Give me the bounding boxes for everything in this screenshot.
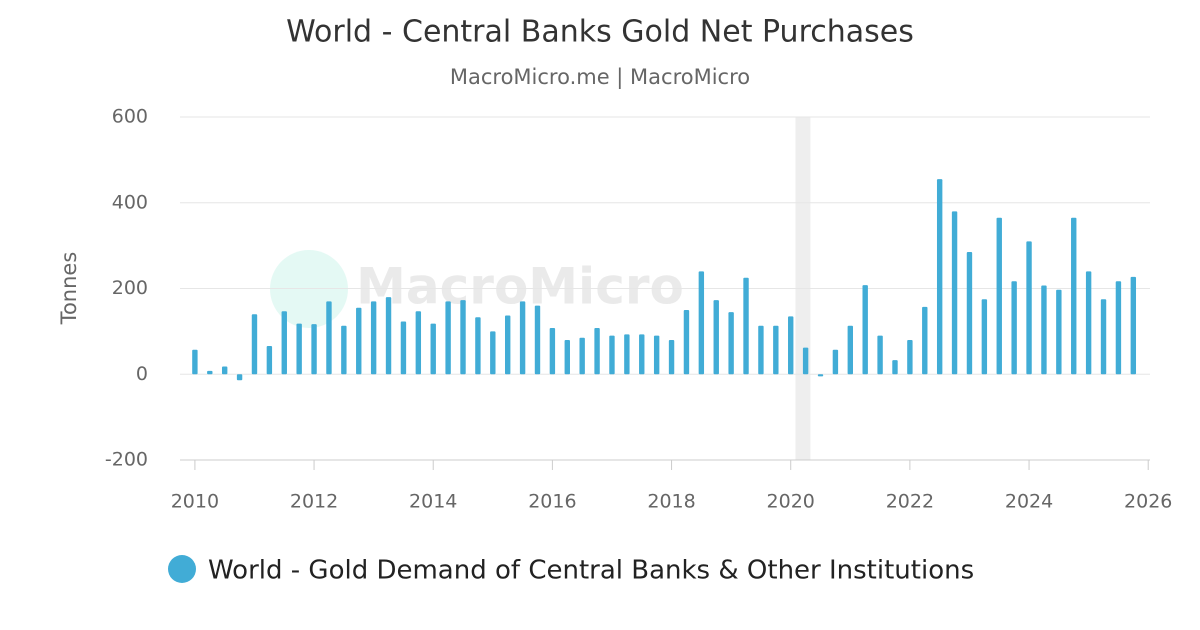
bar	[743, 277, 749, 375]
bar	[609, 335, 615, 375]
y-tick-label: 0	[136, 363, 148, 385]
bar	[728, 312, 734, 375]
bar	[922, 306, 928, 375]
bar	[817, 374, 824, 377]
x-tick-label: 2024	[1005, 491, 1053, 513]
y-tick-label: 600	[112, 106, 148, 128]
bar	[311, 324, 317, 375]
bar	[400, 321, 407, 375]
bar	[549, 327, 556, 375]
bar	[266, 345, 273, 375]
bar	[341, 325, 347, 375]
bar	[802, 347, 809, 375]
chart-title: World - Central Banks Gold Net Purchases	[286, 15, 914, 50]
x-tick-label: 2014	[409, 491, 457, 513]
bar	[296, 323, 302, 375]
x-tick-label: 2020	[767, 491, 815, 513]
bar	[892, 360, 898, 375]
bar	[847, 325, 854, 375]
bar	[192, 349, 198, 375]
bar	[1100, 299, 1107, 375]
bar	[356, 307, 362, 375]
bar	[773, 325, 779, 375]
bar	[1026, 241, 1032, 375]
bar	[505, 315, 511, 375]
bar	[281, 311, 287, 375]
bar	[385, 297, 392, 375]
bar	[1071, 217, 1077, 375]
bar	[564, 339, 570, 375]
y-tick-label: -200	[105, 449, 148, 471]
bar	[981, 299, 988, 375]
chart-subtitle: MacroMicro.me | MacroMicro	[450, 65, 750, 90]
bar	[713, 300, 719, 375]
x-tick-label: 2026	[1124, 491, 1172, 513]
bar	[236, 374, 243, 381]
bar	[877, 335, 883, 375]
bar	[698, 271, 705, 375]
bar	[907, 339, 913, 375]
bar	[1115, 281, 1122, 375]
bar	[832, 349, 839, 375]
bar	[1085, 271, 1092, 375]
y-axis-label: Tonnes	[57, 252, 81, 326]
legend-marker	[168, 555, 196, 583]
bar	[624, 334, 630, 375]
bar	[653, 335, 660, 375]
bar	[490, 331, 496, 375]
bar	[430, 323, 436, 375]
bar	[683, 309, 690, 375]
bar	[788, 316, 794, 375]
bar	[1041, 285, 1047, 375]
bar	[966, 252, 973, 375]
bar	[207, 370, 213, 375]
legend-label: World - Gold Demand of Central Banks & O…	[208, 556, 974, 586]
bar	[370, 301, 377, 375]
bar	[1130, 276, 1137, 375]
y-tick-label: 400	[112, 191, 148, 213]
bar	[251, 314, 258, 375]
bar	[445, 301, 451, 375]
bar	[326, 301, 332, 375]
bar	[415, 311, 422, 375]
bar	[534, 305, 541, 375]
bar	[594, 327, 600, 375]
bar	[668, 339, 675, 375]
bar	[936, 179, 943, 375]
x-tick-label: 2022	[886, 491, 934, 513]
bar	[996, 217, 1002, 375]
bar	[579, 337, 585, 375]
bar	[1056, 289, 1062, 375]
bar	[1011, 281, 1017, 375]
bar	[951, 211, 958, 375]
bar	[862, 285, 868, 375]
y-tick-label: 200	[112, 277, 148, 299]
bar	[519, 301, 526, 375]
bar	[758, 325, 764, 375]
bar	[475, 317, 481, 375]
x-tick-label: 2012	[290, 491, 338, 513]
bar	[221, 366, 228, 375]
bar	[460, 300, 466, 375]
x-tick-label: 2016	[528, 491, 576, 513]
x-tick-label: 2010	[171, 491, 219, 513]
bar	[639, 334, 645, 375]
x-tick-label: 2018	[647, 491, 695, 513]
